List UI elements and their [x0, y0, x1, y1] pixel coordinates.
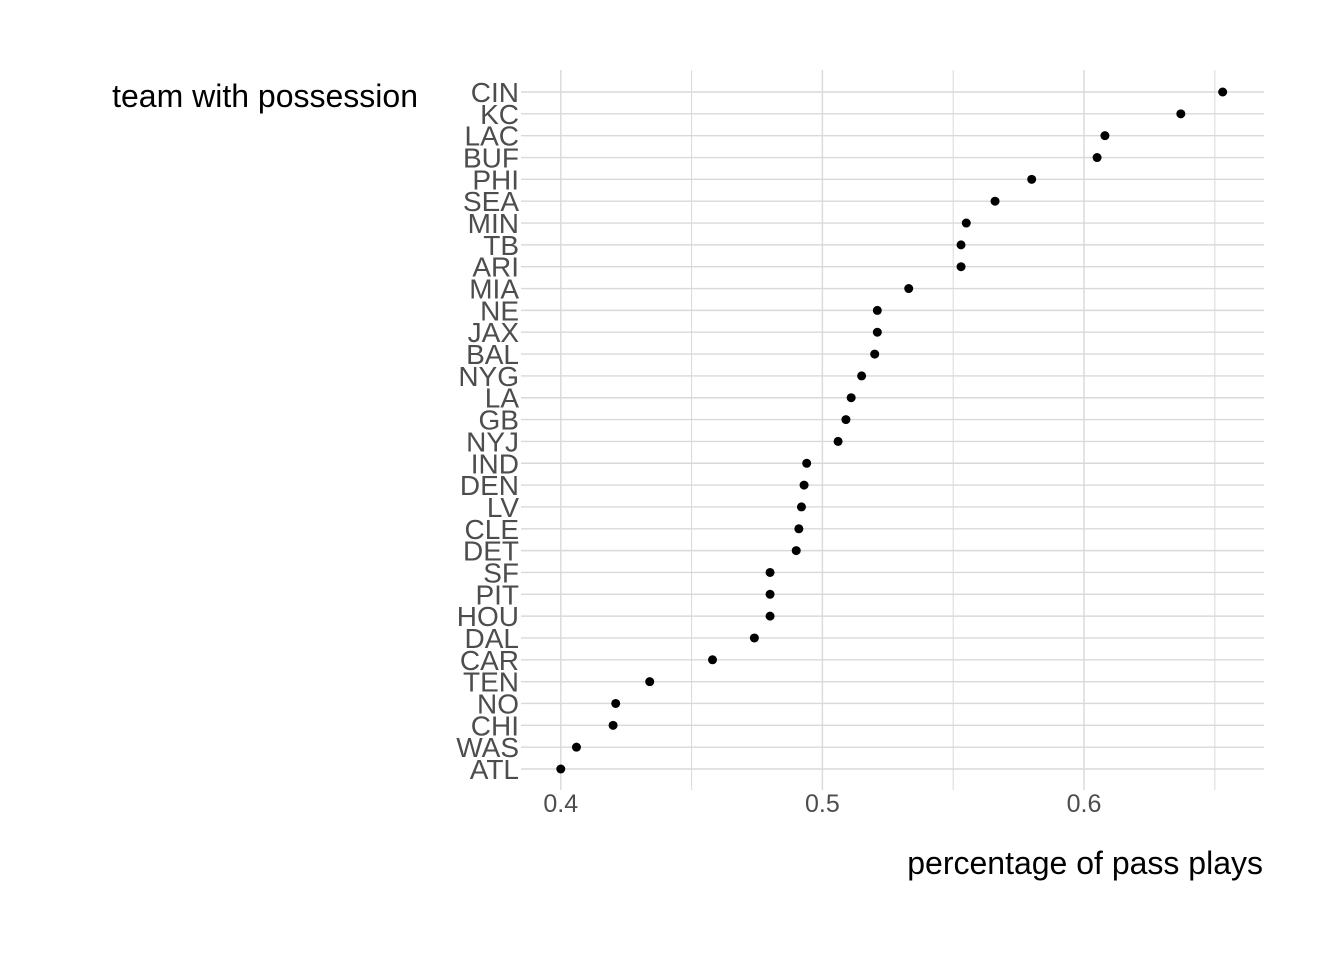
data-point — [872, 327, 882, 337]
y-tick-label: CAR — [460, 645, 519, 676]
y-tick-label: JAX — [468, 317, 520, 348]
data-point — [765, 611, 775, 621]
y-tick-label: IND — [471, 448, 519, 479]
y-tick-label: NYJ — [466, 426, 519, 457]
y-tick-label: TEN — [463, 667, 519, 698]
data-point — [556, 764, 566, 774]
grid-major — [521, 70, 1264, 790]
data-point — [796, 502, 806, 512]
data-point — [841, 415, 851, 425]
y-tick-label: DEN — [460, 470, 519, 501]
data-point — [961, 218, 971, 228]
y-tick-label: HOU — [457, 601, 519, 632]
data-point — [1218, 87, 1228, 97]
data-point — [872, 305, 882, 315]
grid-minor — [691, 70, 1216, 790]
y-tick-label: KC — [480, 99, 519, 130]
y-tick-label: BUF — [463, 143, 519, 174]
y-tick-label: ARI — [472, 252, 519, 283]
y-tick-label: WAS — [456, 732, 519, 763]
data-point — [765, 567, 775, 577]
y-tick-label: TB — [483, 230, 519, 261]
y-tick-label: CLE — [465, 514, 519, 545]
data-point — [956, 262, 966, 272]
data-points — [556, 87, 1228, 774]
x-tick-label: 0.5 — [805, 790, 840, 818]
data-point — [611, 698, 621, 708]
data-point — [571, 742, 581, 752]
y-tick-label: PIT — [475, 579, 519, 610]
data-point — [1100, 131, 1110, 141]
data-point — [833, 436, 843, 446]
data-point — [749, 633, 759, 643]
y-tick-label: BAL — [466, 339, 519, 370]
data-point — [1176, 109, 1186, 119]
data-point — [802, 458, 812, 468]
y-tick-label: MIN — [468, 208, 519, 239]
data-point — [765, 589, 775, 599]
y-tick-label: NYG — [458, 361, 519, 392]
x-axis-title: percentage of pass plays — [907, 845, 1263, 881]
data-point — [846, 393, 856, 403]
data-point — [1027, 174, 1037, 184]
data-point — [799, 480, 809, 490]
y-tick-label: SEA — [463, 186, 519, 217]
data-point — [956, 240, 966, 250]
data-point — [791, 546, 801, 556]
data-point — [645, 677, 655, 687]
data-point — [870, 349, 880, 359]
y-tick-label: CIN — [471, 77, 519, 108]
y-tick-label: PHI — [472, 164, 519, 195]
x-tick-label: 0.6 — [1067, 790, 1102, 818]
data-point — [904, 284, 914, 294]
data-point — [608, 720, 618, 730]
x-tick-labels: 0.4 0.5 0.6 — [543, 790, 1101, 818]
data-point — [990, 196, 1000, 206]
y-tick-labels: CINKCLACBUFPHISEAMINTBARIMIANEJAXBALNYGL… — [456, 77, 519, 785]
data-point — [794, 524, 804, 534]
y-tick-label: NO — [477, 688, 519, 719]
x-tick-label: 0.4 — [543, 790, 578, 818]
y-tick-label: LA — [485, 383, 520, 414]
y-tick-label: LAC — [465, 121, 519, 152]
data-point — [1092, 153, 1102, 163]
y-axis-title: team with possession — [112, 78, 418, 114]
y-tick-label: NE — [480, 295, 519, 326]
y-tick-label: CHI — [471, 710, 519, 741]
y-tick-label: LV — [487, 492, 519, 523]
y-tick-label: DET — [463, 536, 519, 567]
data-point — [857, 371, 867, 381]
y-tick-label: SF — [483, 557, 519, 588]
y-tick-label: GB — [479, 405, 519, 436]
y-tick-label: ATL — [470, 754, 519, 785]
y-tick-label: MIA — [469, 274, 519, 305]
y-tick-label: DAL — [465, 623, 519, 654]
data-point — [708, 655, 718, 665]
